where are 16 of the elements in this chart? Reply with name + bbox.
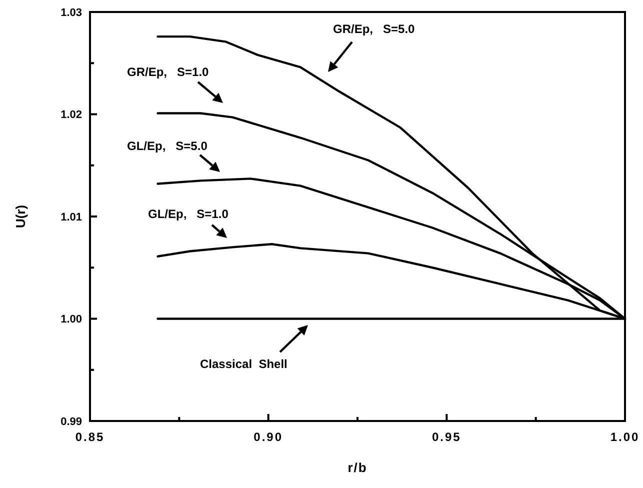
annotation: GR/Ep, S=1.0	[127, 65, 210, 79]
y-tick-label: 1.01	[60, 211, 82, 224]
y-tick-label: 0.99	[60, 416, 82, 428]
x-axis-title: r/b	[348, 460, 368, 475]
x-tick-label: 0.90	[254, 430, 284, 444]
annotation: GL/Ep, S=1.0	[148, 207, 229, 221]
y-axis-title: U(r)	[13, 204, 28, 228]
y-tick-label: 1.02	[60, 109, 82, 122]
annotation: GL/Ep, S=5.0	[127, 139, 208, 153]
y-tick-label: 1.00	[60, 314, 82, 326]
annotation: GR/Ep, S=5.0	[333, 22, 416, 36]
x-tick-label: 0.85	[75, 430, 105, 444]
y-tick-label: 1.03	[60, 6, 82, 19]
x-tick-label: 0.95	[432, 430, 462, 444]
x-tick-label: 1.00	[610, 430, 640, 444]
annotation: Classical Shell	[200, 357, 288, 371]
